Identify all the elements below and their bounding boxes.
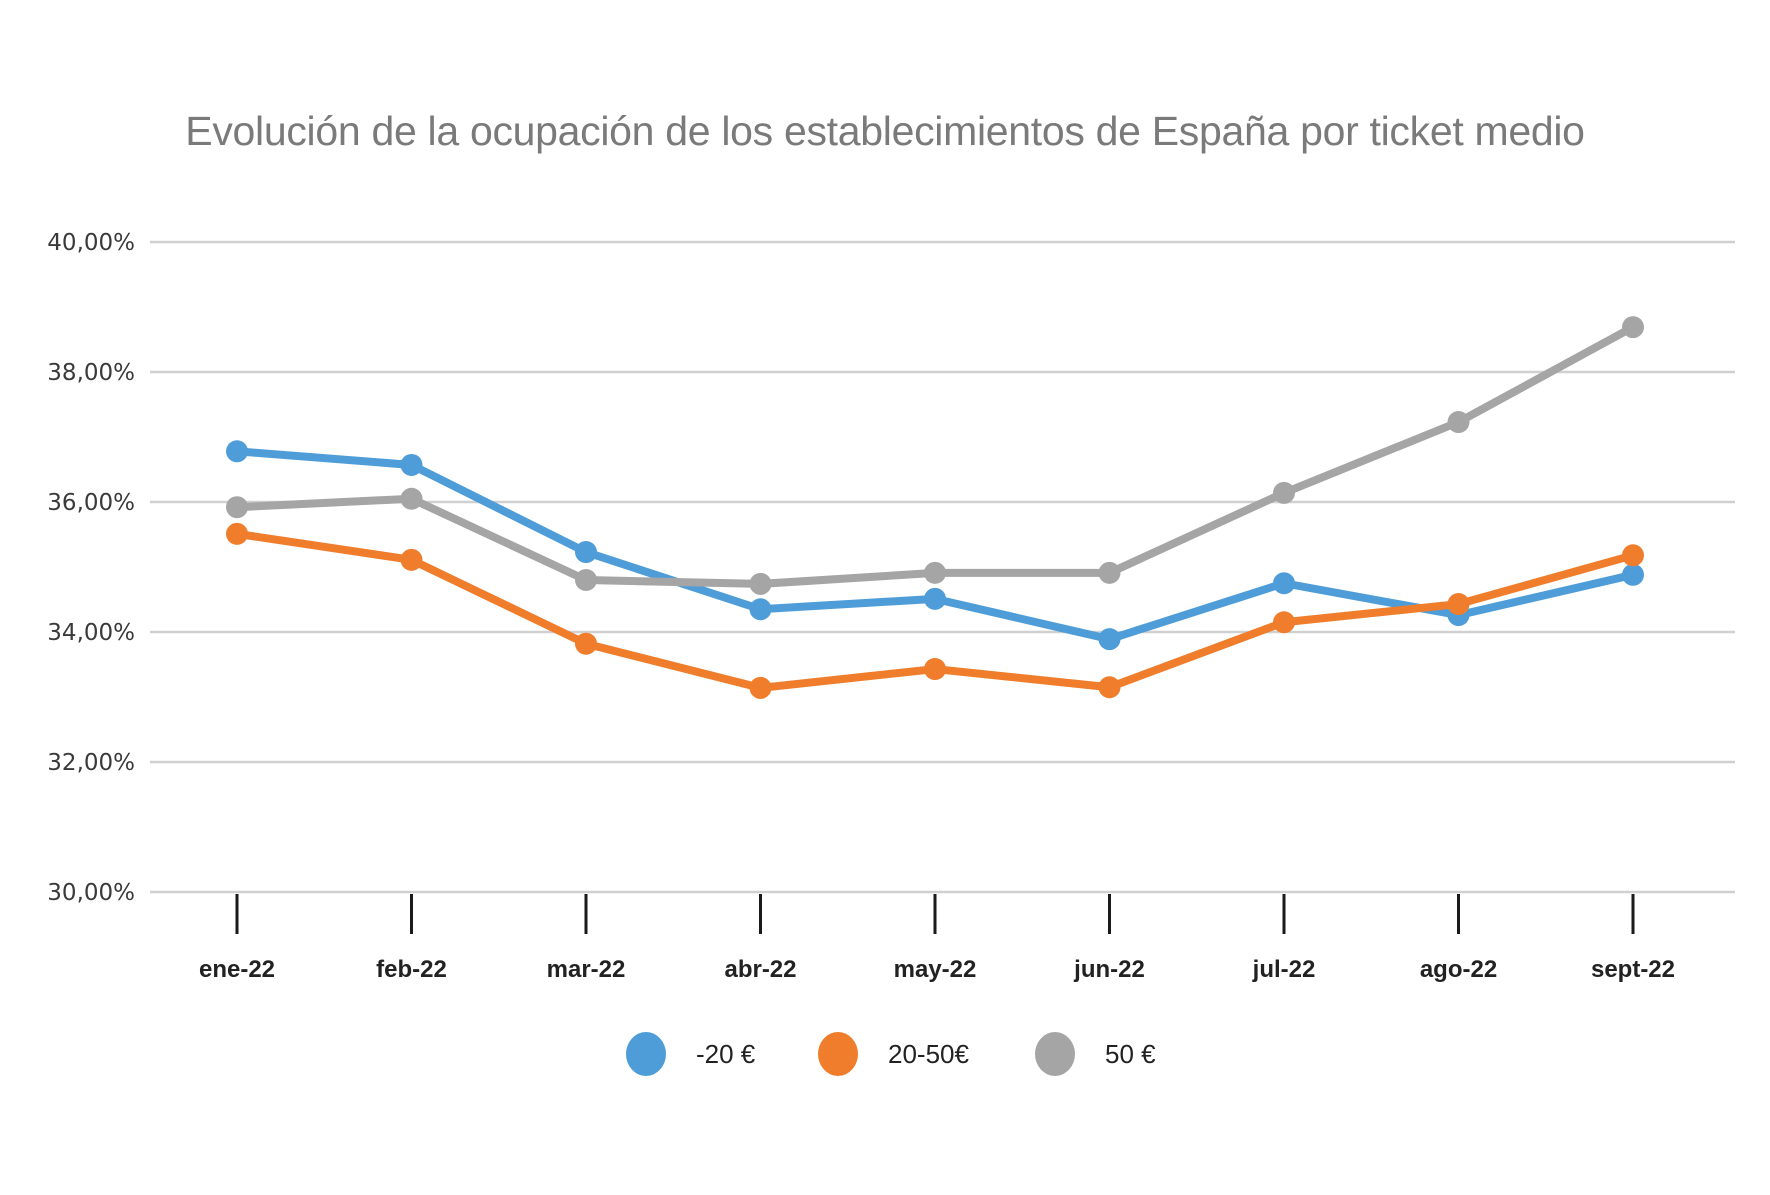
data-point xyxy=(400,548,423,571)
data-point xyxy=(1622,563,1644,586)
data-point xyxy=(749,676,772,699)
y-tick-label: 40,00% xyxy=(47,230,135,256)
legend: -20 € 20-50€ 50 € xyxy=(626,1032,1156,1076)
data-point xyxy=(1098,628,1121,651)
series-group xyxy=(226,316,1644,699)
legend-label: -20 € xyxy=(696,1039,756,1069)
data-point xyxy=(924,561,946,584)
x-tick-label: jul-22 xyxy=(1252,956,1316,983)
data-point xyxy=(400,453,423,476)
data-point xyxy=(226,440,248,463)
x-axis: ene-22 feb-22 mar-22 abr-22 may-22 jun-22 jul-… xyxy=(199,894,1675,983)
series-50 xyxy=(226,316,1644,595)
data-point xyxy=(749,572,772,595)
y-tick-label: 36,00% xyxy=(47,490,135,516)
series-line xyxy=(236,323,1635,588)
data-point xyxy=(575,541,597,564)
data-point xyxy=(575,569,597,591)
data-point xyxy=(575,632,597,655)
x-tick-label: sept-22 xyxy=(1591,956,1675,983)
y-tick-label: 38,00% xyxy=(47,360,135,386)
x-tick-label: ago-22 xyxy=(1420,956,1497,983)
data-point xyxy=(924,587,946,610)
legend-marker xyxy=(1035,1032,1075,1076)
data-point xyxy=(749,598,772,621)
y-tick-label: 34,00% xyxy=(47,620,135,646)
data-point xyxy=(1447,411,1470,434)
data-point xyxy=(1098,561,1121,584)
data-point xyxy=(924,658,946,681)
y-tick-label: 30,00% xyxy=(47,880,135,906)
legend-marker xyxy=(626,1032,666,1076)
legend-label: 50 € xyxy=(1105,1039,1156,1069)
data-point xyxy=(1447,593,1470,616)
x-tick-label: feb-22 xyxy=(376,956,447,983)
x-tick-label: mar-22 xyxy=(547,956,626,983)
y-tick-label: 32,00% xyxy=(47,750,135,776)
legend-label: 20-50€ xyxy=(888,1039,969,1069)
legend-item: 50 € xyxy=(1035,1032,1156,1076)
legend-item: -20 € xyxy=(626,1032,756,1076)
data-point xyxy=(1273,572,1295,595)
x-tick-label: abr-22 xyxy=(724,956,796,983)
x-tick-label: may-22 xyxy=(894,956,977,983)
series-20-50 xyxy=(226,522,1644,699)
chart-title: Evolución de la ocupación de los estable… xyxy=(185,108,1585,154)
y-axis: 30,00% 32,00% 34,00% 36,00% 38,00% 40,00% xyxy=(47,230,135,906)
data-point xyxy=(226,496,248,519)
x-tick-label: ene-22 xyxy=(199,956,275,983)
data-point xyxy=(400,487,423,510)
data-point xyxy=(1622,544,1644,567)
legend-marker xyxy=(818,1032,858,1076)
x-tick-label: jun-22 xyxy=(1073,956,1145,983)
legend-item: 20-50€ xyxy=(818,1032,969,1076)
data-point xyxy=(1622,316,1644,339)
data-point xyxy=(226,522,248,545)
data-point xyxy=(1273,611,1295,634)
data-point xyxy=(1273,481,1295,504)
series-20 xyxy=(226,440,1644,651)
data-point xyxy=(1098,676,1121,699)
